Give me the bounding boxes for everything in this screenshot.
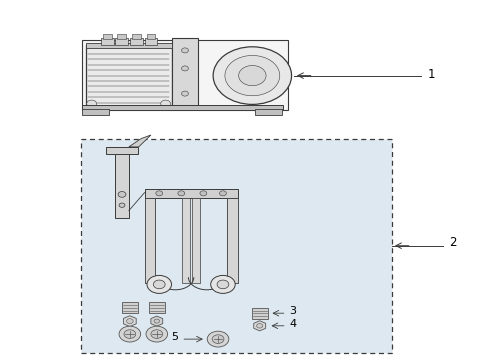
Bar bbox=[81, 139, 392, 353]
Bar bbox=[132, 34, 141, 39]
Circle shape bbox=[87, 100, 97, 107]
Bar bbox=[82, 40, 288, 110]
Bar bbox=[147, 34, 155, 39]
Polygon shape bbox=[123, 316, 136, 327]
Bar bbox=[149, 302, 165, 313]
Bar bbox=[172, 38, 198, 108]
Circle shape bbox=[213, 47, 292, 104]
Text: 3: 3 bbox=[289, 306, 296, 316]
Bar bbox=[106, 147, 138, 154]
Bar bbox=[130, 38, 143, 45]
Circle shape bbox=[181, 48, 188, 53]
Circle shape bbox=[119, 326, 141, 342]
Circle shape bbox=[220, 191, 226, 196]
Bar bbox=[145, 38, 157, 45]
Bar bbox=[255, 109, 282, 115]
Circle shape bbox=[126, 319, 133, 324]
Circle shape bbox=[124, 330, 136, 338]
Bar bbox=[145, 189, 238, 198]
Bar bbox=[145, 198, 155, 283]
Bar bbox=[101, 38, 114, 45]
Bar bbox=[82, 105, 283, 110]
Circle shape bbox=[178, 191, 185, 196]
Circle shape bbox=[211, 275, 235, 293]
Bar bbox=[115, 38, 128, 45]
Polygon shape bbox=[254, 321, 266, 331]
Bar bbox=[86, 45, 172, 108]
Circle shape bbox=[161, 100, 171, 107]
Circle shape bbox=[147, 275, 172, 293]
Bar bbox=[122, 302, 138, 313]
Text: 5: 5 bbox=[171, 332, 178, 342]
Circle shape bbox=[225, 55, 280, 96]
Polygon shape bbox=[129, 135, 151, 147]
Bar bbox=[252, 308, 268, 319]
Circle shape bbox=[207, 331, 229, 347]
Bar bbox=[117, 34, 126, 39]
Bar bbox=[86, 43, 172, 48]
Circle shape bbox=[118, 192, 126, 197]
Circle shape bbox=[151, 330, 163, 338]
Circle shape bbox=[200, 191, 207, 196]
Bar bbox=[227, 198, 238, 283]
Bar bbox=[182, 198, 190, 283]
Bar bbox=[115, 151, 129, 218]
Text: 2: 2 bbox=[449, 236, 457, 249]
Circle shape bbox=[119, 203, 125, 207]
Text: 1: 1 bbox=[427, 68, 435, 81]
Circle shape bbox=[156, 191, 163, 196]
Circle shape bbox=[217, 280, 229, 289]
Circle shape bbox=[153, 280, 165, 289]
Circle shape bbox=[146, 326, 168, 342]
Circle shape bbox=[181, 91, 188, 96]
Circle shape bbox=[154, 319, 160, 323]
Circle shape bbox=[212, 335, 224, 343]
Polygon shape bbox=[151, 316, 163, 326]
Circle shape bbox=[181, 66, 188, 71]
Bar bbox=[103, 34, 112, 39]
Text: 4: 4 bbox=[289, 319, 296, 329]
Bar bbox=[192, 198, 200, 283]
Bar bbox=[82, 109, 109, 115]
Circle shape bbox=[239, 66, 266, 86]
Circle shape bbox=[257, 324, 263, 328]
